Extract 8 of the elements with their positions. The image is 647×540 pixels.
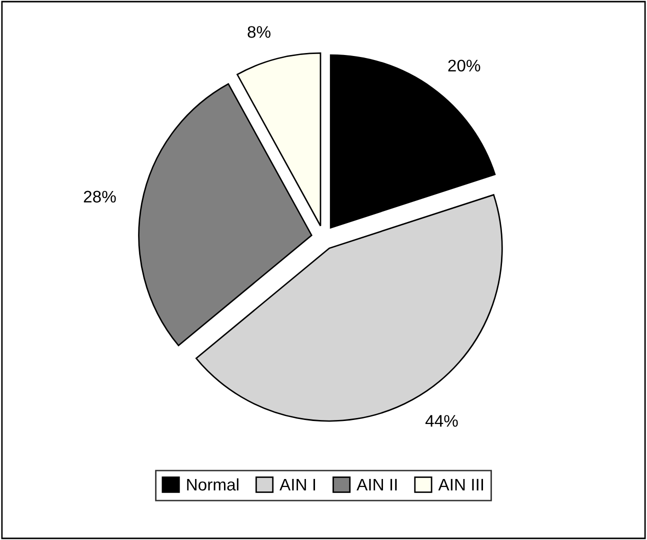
data-label: 20% xyxy=(448,60,480,72)
legend-label: Normal xyxy=(187,478,238,491)
legend-label: AIN II xyxy=(356,478,397,490)
legend-label: AIN III xyxy=(438,478,483,490)
data-label: 28% xyxy=(84,190,116,203)
data-label: 8% xyxy=(248,26,270,38)
data-label: 44% xyxy=(425,415,458,427)
legend-label: AIN I xyxy=(280,478,316,490)
